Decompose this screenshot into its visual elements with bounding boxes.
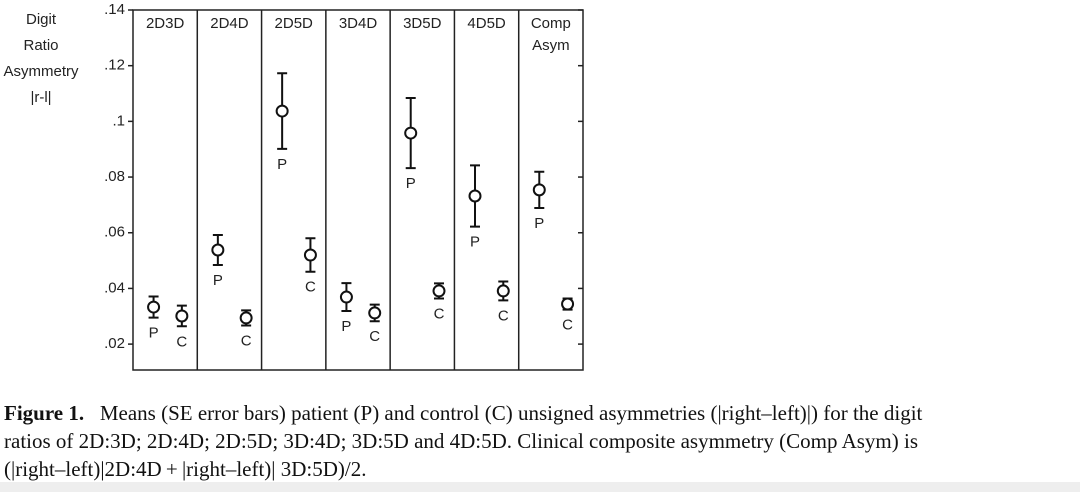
point bbox=[147, 300, 161, 314]
caption-line: ratios of 2D:3D; 2D:4D; 2D:5D; 3D:4D; 3D… bbox=[4, 429, 919, 453]
point-label: P bbox=[534, 215, 544, 232]
y-axis-label: Ratio bbox=[23, 37, 58, 54]
panel-title: Comp Asym bbox=[531, 15, 571, 54]
caption-line: (|right–left)|2D:4D + |right–left)| 3D:5… bbox=[4, 457, 367, 481]
point-label: C bbox=[369, 328, 380, 345]
point bbox=[239, 311, 253, 325]
chart: Digit Ratio Asymmetry |r-l| .02 .04 .06 .08 .1 .1… bbox=[4, 1, 584, 371]
plot-frame bbox=[132, 9, 584, 371]
point-label: C bbox=[562, 317, 573, 334]
panel-title: 4D5D bbox=[467, 15, 506, 32]
y-tick-label: .14 bbox=[104, 1, 125, 18]
point bbox=[468, 189, 482, 203]
point bbox=[432, 284, 446, 298]
point-label: P bbox=[213, 272, 223, 289]
panel-title: 2D4D bbox=[210, 15, 249, 32]
point-label: P bbox=[277, 156, 287, 173]
y-axis-label: Asymmetry bbox=[4, 63, 80, 80]
y-tick-label: .04 bbox=[104, 279, 125, 296]
caption-text: Means (SE error bars) patient (P) and co… bbox=[99, 401, 923, 425]
point-label: C bbox=[434, 305, 445, 322]
point bbox=[303, 248, 317, 262]
point-label: P bbox=[406, 175, 416, 192]
y-axis-label: |r-l| bbox=[30, 89, 51, 106]
panel-title: 3D4D bbox=[339, 15, 378, 32]
point bbox=[339, 290, 353, 304]
point-label: P bbox=[341, 318, 351, 335]
y-axis-label: Digit bbox=[26, 11, 57, 28]
point bbox=[404, 126, 418, 140]
caption-line: Figure 1. Means (SE error bars) patient … bbox=[4, 399, 922, 427]
panel-title: 3D5D bbox=[403, 15, 442, 32]
caption-label: Figure 1. bbox=[4, 401, 85, 425]
point-label: C bbox=[305, 279, 316, 296]
point bbox=[561, 297, 575, 311]
point-label: C bbox=[498, 307, 509, 324]
point bbox=[496, 284, 510, 298]
footer-band bbox=[0, 482, 1080, 492]
y-tick-label: .1 bbox=[112, 112, 125, 129]
point bbox=[175, 309, 189, 323]
y-tick-label: .12 bbox=[104, 57, 125, 74]
point bbox=[211, 243, 225, 257]
point-label: C bbox=[241, 332, 252, 349]
panel-title: 2D5D bbox=[275, 15, 314, 32]
point-label: C bbox=[176, 333, 187, 350]
point-label: P bbox=[470, 234, 480, 251]
panel-title: 2D3D bbox=[146, 15, 185, 32]
y-tick-label: .06 bbox=[104, 224, 125, 241]
point bbox=[532, 183, 546, 197]
y-tick-label: .08 bbox=[104, 168, 125, 185]
point-label: P bbox=[149, 325, 159, 342]
point bbox=[275, 104, 289, 118]
y-tick-label: .02 bbox=[104, 335, 125, 352]
point bbox=[368, 306, 382, 320]
